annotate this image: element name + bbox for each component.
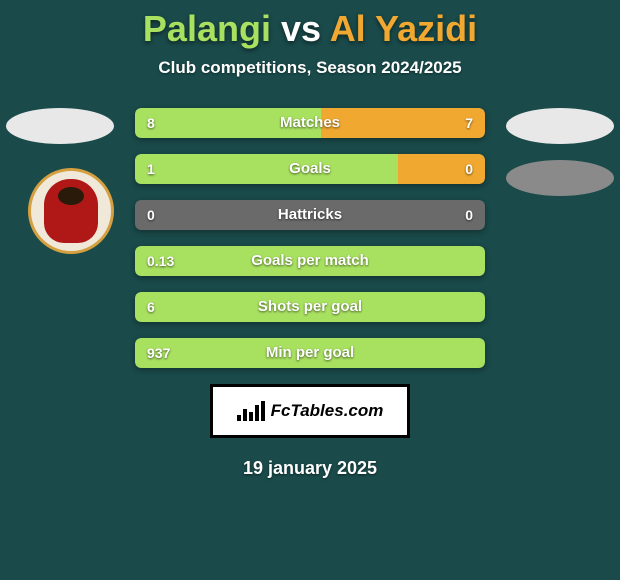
- stat-value-left: 0.13: [147, 246, 174, 276]
- stat-label: Goals: [135, 154, 485, 184]
- title-player2: Al Yazidi: [330, 8, 477, 49]
- stat-row: Goals1 0: [135, 154, 485, 184]
- stat-value-left: 6: [147, 292, 155, 322]
- stat-row: Hattricks0 0: [135, 200, 485, 230]
- stat-value-right: 0: [465, 154, 473, 184]
- stat-row: Shots per goal6: [135, 292, 485, 322]
- content: Matches87Goals10Hattricks00Goals per mat…: [0, 108, 620, 479]
- stat-label: Hattricks: [135, 200, 485, 230]
- stats-container: Matches87Goals10Hattricks00Goals per mat…: [135, 108, 485, 368]
- stat-label: Matches: [135, 108, 485, 138]
- date-text: 19 january 2025: [0, 458, 620, 479]
- subtitle: Club competitions, Season 2024/2025: [0, 58, 620, 78]
- stat-row: Goals per match0.13: [135, 246, 485, 276]
- brand-banner[interactable]: FcTables.com: [210, 384, 410, 438]
- stat-label: Min per goal: [135, 338, 485, 368]
- stat-value-right: 7: [465, 108, 473, 138]
- page-title: Palangi vs Al Yazidi: [0, 0, 620, 50]
- stat-value-left: 8: [147, 108, 155, 138]
- stat-value-left: 1: [147, 154, 155, 184]
- chart-icon: [237, 401, 265, 421]
- stat-value-right: 0: [465, 200, 473, 230]
- stat-row: Matches8 7: [135, 108, 485, 138]
- stat-label: Shots per goal: [135, 292, 485, 322]
- player2-shadow: [506, 160, 614, 196]
- title-player1: Palangi: [143, 8, 271, 49]
- player2-spotlight: [506, 108, 614, 144]
- stat-value-left: 0: [147, 200, 155, 230]
- player1-spotlight: [6, 108, 114, 144]
- stat-value-left: 937: [147, 338, 170, 368]
- club-badge: [28, 168, 114, 254]
- stat-row: Min per goal937: [135, 338, 485, 368]
- stat-label: Goals per match: [135, 246, 485, 276]
- title-vs: vs: [281, 8, 321, 49]
- club-badge-icon: [44, 179, 98, 243]
- brand-text: FcTables.com: [271, 401, 384, 421]
